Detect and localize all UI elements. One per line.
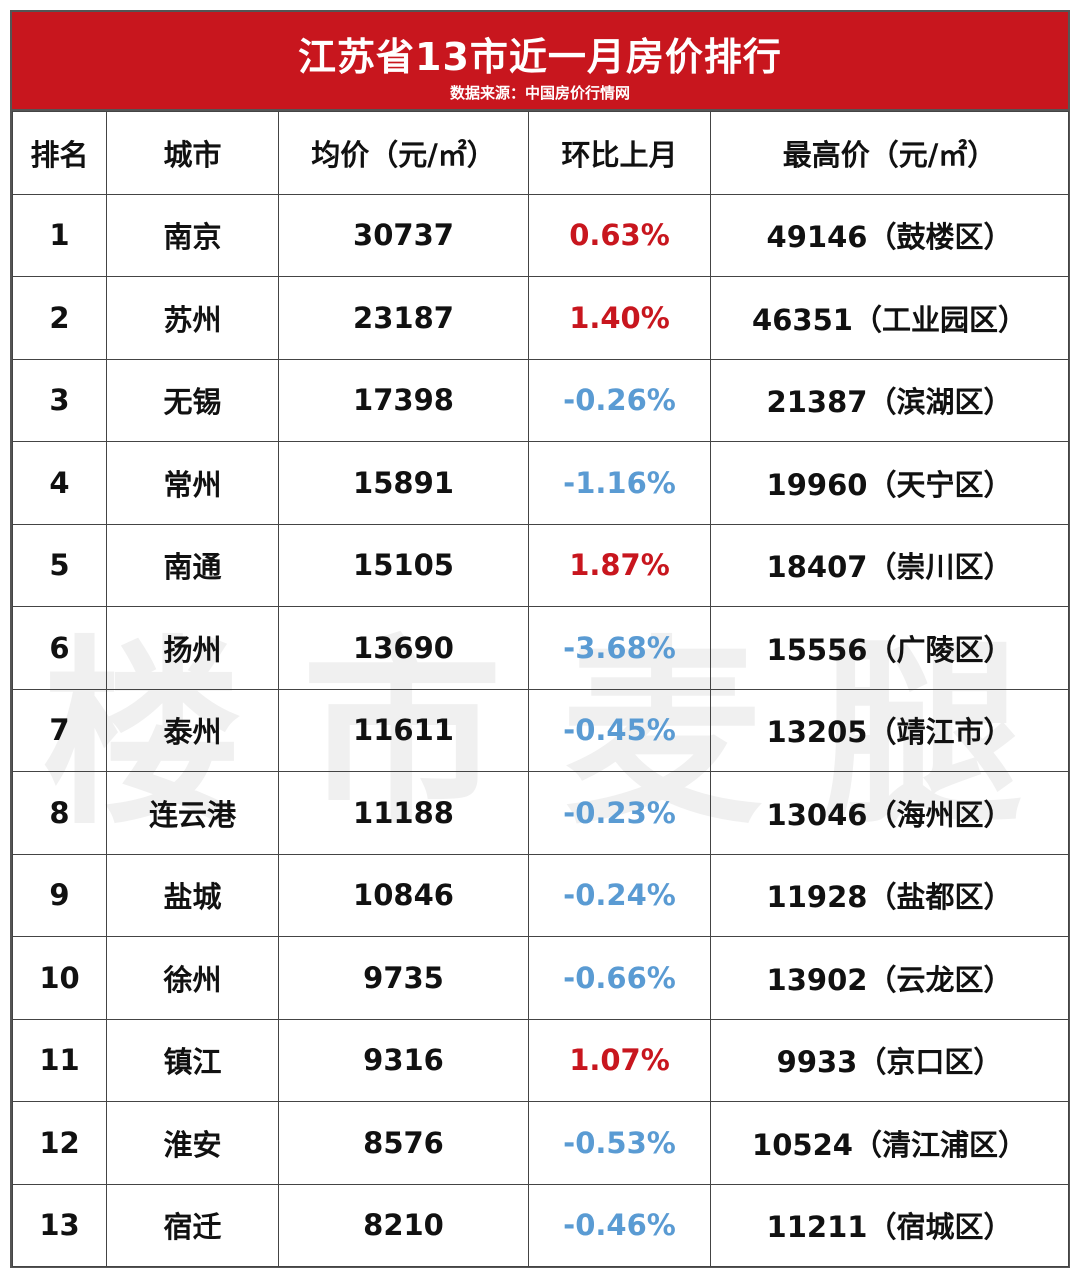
mom-change-cell: -0.46% xyxy=(528,1183,711,1267)
max-price-cell: 18407（崇川区） xyxy=(710,523,1069,607)
mom-change-cell: -3.68% xyxy=(528,606,711,690)
mom-change-cell: 1.87% xyxy=(528,523,711,607)
max-price-cell: 11211（宿城区） xyxy=(710,1183,1069,1267)
ranking-table-frame: 江苏省13市近一月房价排行 数据来源：中国房价行情网 楼市麦腿 排名 城市 均价… xyxy=(10,10,1070,1268)
mom-change-cell: 1.07% xyxy=(528,1018,711,1102)
table-row: 6 扬州 13690 -3.68% 15556（广陵区） xyxy=(12,606,1069,690)
page-title: 江苏省13市近一月房价排行 xyxy=(298,35,782,79)
mom-change-cell: 1.40% xyxy=(528,276,711,360)
rank-cell: 13 xyxy=(12,1183,107,1267)
col-header-max-price: 最高价（元/㎡） xyxy=(710,111,1069,195)
table-row: 11 镇江 9316 1.07% 9933（京口区） xyxy=(12,1018,1069,1102)
max-price-cell: 13046（海州区） xyxy=(710,771,1069,855)
title-banner: 江苏省13市近一月房价排行 数据来源：中国房价行情网 xyxy=(12,12,1068,111)
rank-cell: 11 xyxy=(12,1018,107,1102)
rank-cell: 6 xyxy=(12,606,107,690)
city-cell: 淮安 xyxy=(106,1101,279,1185)
col-header-avg-price: 均价（元/㎡） xyxy=(278,111,529,195)
table-row: 12 淮安 8576 -0.53% 10524（清江浦区） xyxy=(12,1101,1069,1185)
city-cell: 南京 xyxy=(106,193,279,277)
avg-price-cell: 17398 xyxy=(278,358,529,442)
mom-change-cell: 0.63% xyxy=(528,193,711,277)
avg-price-cell: 23187 xyxy=(278,276,529,360)
city-cell: 扬州 xyxy=(106,606,279,690)
col-header-city: 城市 xyxy=(106,111,279,195)
col-header-mom-change: 环比上月 xyxy=(528,111,711,195)
city-cell: 连云港 xyxy=(106,771,279,855)
mom-change-cell: -0.53% xyxy=(528,1101,711,1185)
rank-cell: 5 xyxy=(12,523,107,607)
avg-price-cell: 10846 xyxy=(278,853,529,937)
city-cell: 苏州 xyxy=(106,276,279,360)
rank-cell: 12 xyxy=(12,1101,107,1185)
rank-cell: 7 xyxy=(12,688,107,772)
avg-price-cell: 9316 xyxy=(278,1018,529,1102)
rank-cell: 9 xyxy=(12,853,107,937)
mom-change-cell: -0.24% xyxy=(528,853,711,937)
avg-price-cell: 11611 xyxy=(278,688,529,772)
max-price-cell: 46351（工业园区） xyxy=(710,276,1069,360)
max-price-cell: 15556（广陵区） xyxy=(710,606,1069,690)
table-header-row: 排名 城市 均价（元/㎡） 环比上月 最高价（元/㎡） xyxy=(12,111,1069,195)
avg-price-cell: 13690 xyxy=(278,606,529,690)
max-price-cell: 21387（滨湖区） xyxy=(710,358,1069,442)
rank-cell: 1 xyxy=(12,193,107,277)
avg-price-cell: 11188 xyxy=(278,771,529,855)
max-price-cell: 13205（靖江市） xyxy=(710,688,1069,772)
table-row: 5 南通 15105 1.87% 18407（崇川区） xyxy=(12,523,1069,607)
city-cell: 泰州 xyxy=(106,688,279,772)
max-price-cell: 13902（云龙区） xyxy=(710,936,1069,1020)
max-price-cell: 9933（京口区） xyxy=(710,1018,1069,1102)
mom-change-cell: -1.16% xyxy=(528,441,711,525)
city-cell: 盐城 xyxy=(106,853,279,937)
table-row: 13 宿迁 8210 -0.46% 11211（宿城区） xyxy=(12,1183,1069,1267)
avg-price-cell: 15105 xyxy=(278,523,529,607)
table-row: 8 连云港 11188 -0.23% 13046（海州区） xyxy=(12,771,1069,855)
rank-cell: 8 xyxy=(12,771,107,855)
mom-change-cell: -0.23% xyxy=(528,771,711,855)
table-row: 2 苏州 23187 1.40% 46351（工业园区） xyxy=(12,276,1069,360)
table-row: 7 泰州 11611 -0.45% 13205（靖江市） xyxy=(12,688,1069,772)
avg-price-cell: 15891 xyxy=(278,441,529,525)
mom-change-cell: -0.45% xyxy=(528,688,711,772)
avg-price-cell: 30737 xyxy=(278,193,529,277)
table-row: 9 盐城 10846 -0.24% 11928（盐都区） xyxy=(12,853,1069,937)
city-cell: 徐州 xyxy=(106,936,279,1020)
city-cell: 常州 xyxy=(106,441,279,525)
rank-cell: 10 xyxy=(12,936,107,1020)
table-row: 4 常州 15891 -1.16% 19960（天宁区） xyxy=(12,441,1069,525)
table-body: 1 南京 30737 0.63% 49146（鼓楼区） 2 苏州 23187 1.40% 4635… xyxy=(12,193,1069,1267)
table-row: 1 南京 30737 0.63% 49146（鼓楼区） xyxy=(12,193,1069,277)
max-price-cell: 49146（鼓楼区） xyxy=(710,193,1069,277)
max-price-cell: 19960（天宁区） xyxy=(710,441,1069,525)
city-cell: 镇江 xyxy=(106,1018,279,1102)
avg-price-cell: 8576 xyxy=(278,1101,529,1185)
data-source-note: 数据来源：中国房价行情网 xyxy=(449,84,630,102)
rank-cell: 2 xyxy=(12,276,107,360)
table-row: 10 徐州 9735 -0.66% 13902（云龙区） xyxy=(12,936,1069,1020)
city-cell: 无锡 xyxy=(106,358,279,442)
mom-change-cell: -0.66% xyxy=(528,936,711,1020)
col-header-rank: 排名 xyxy=(12,111,107,195)
rank-cell: 3 xyxy=(12,358,107,442)
city-cell: 南通 xyxy=(106,523,279,607)
max-price-cell: 10524（清江浦区） xyxy=(710,1101,1069,1185)
max-price-cell: 11928（盐都区） xyxy=(710,853,1069,937)
mom-change-cell: -0.26% xyxy=(528,358,711,442)
avg-price-cell: 9735 xyxy=(278,936,529,1020)
city-cell: 宿迁 xyxy=(106,1183,279,1267)
avg-price-cell: 8210 xyxy=(278,1183,529,1267)
rank-cell: 4 xyxy=(12,441,107,525)
price-ranking-table: 排名 城市 均价（元/㎡） 环比上月 最高价（元/㎡） 1 南京 30737 0.63… xyxy=(12,111,1069,1267)
table-row: 3 无锡 17398 -0.26% 21387（滨湖区） xyxy=(12,358,1069,442)
